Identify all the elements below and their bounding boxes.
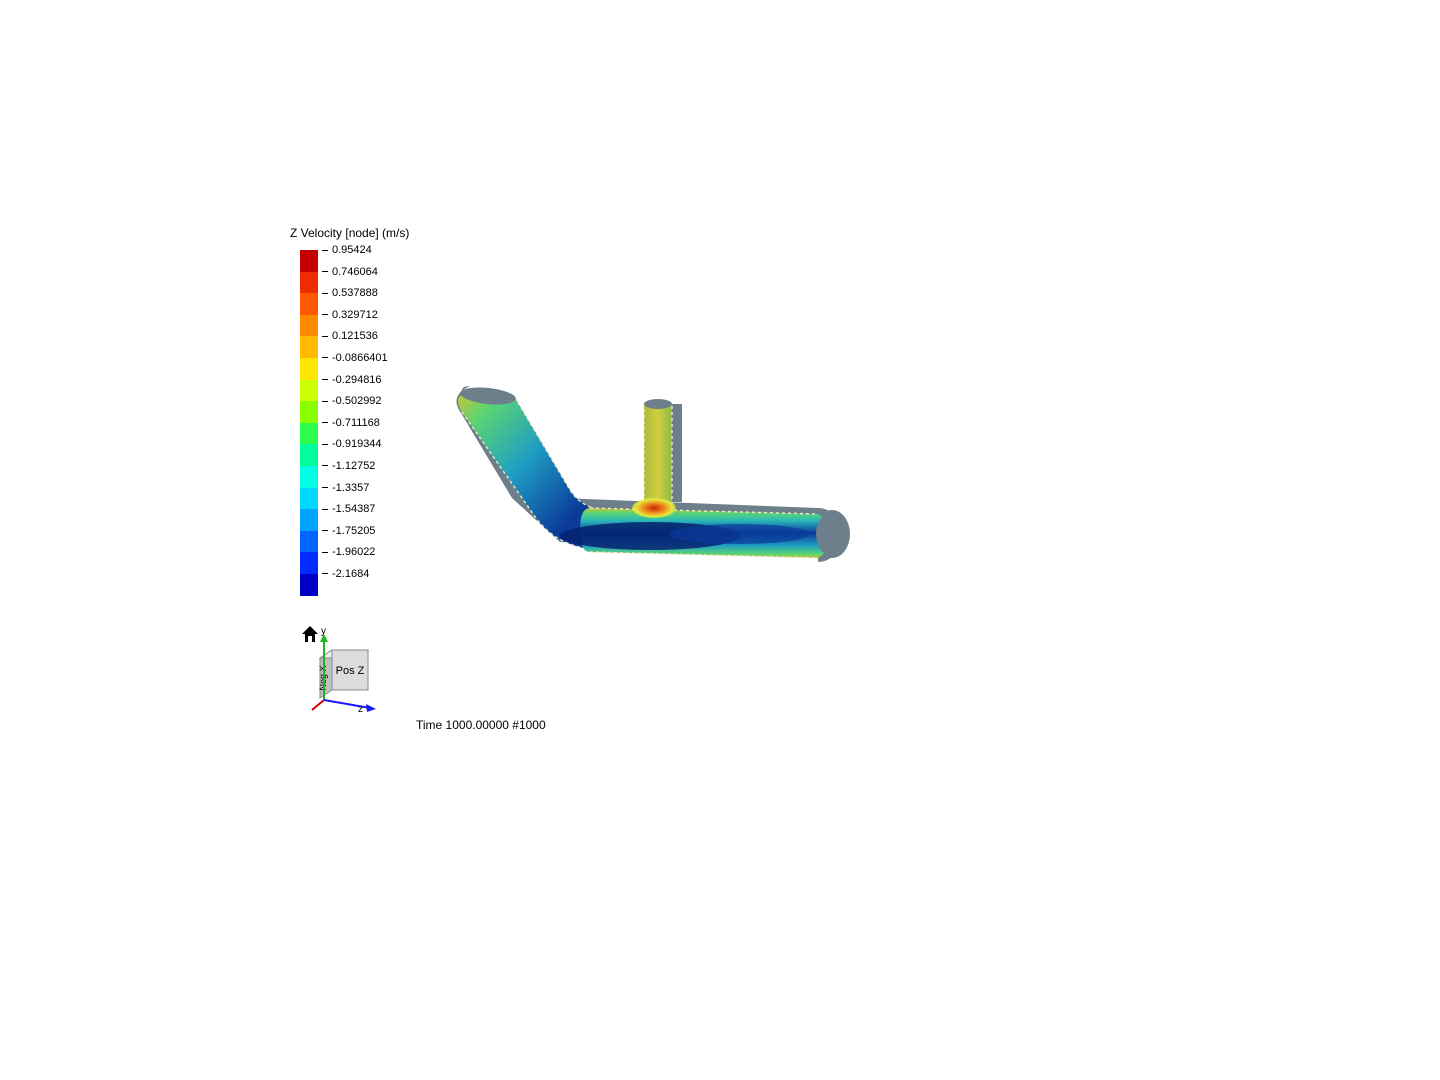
tick-label: -2.1684 xyxy=(332,568,369,580)
tick-mark xyxy=(322,573,328,574)
tick-label: -1.54387 xyxy=(332,503,375,515)
tick-mark xyxy=(322,401,328,402)
cube-face-front-label: Pos Z xyxy=(336,665,365,677)
tick-mark xyxy=(322,293,328,294)
colorbar-tick: 0.329712 xyxy=(322,304,388,326)
colorbar-segment xyxy=(300,574,318,596)
tick-mark xyxy=(322,444,328,445)
tick-label: -1.12752 xyxy=(332,460,375,472)
colorbar-segment xyxy=(300,466,318,488)
colorbar: 0.954240.7460640.5378880.3297120.121536-… xyxy=(300,250,440,610)
orientation-svg: Pos Z Neg X y z xyxy=(296,622,384,714)
main-duct xyxy=(560,508,830,558)
tick-label: -1.3357 xyxy=(332,482,369,494)
colorbar-segment xyxy=(300,401,318,423)
colorbar-segment xyxy=(300,293,318,315)
tick-mark xyxy=(322,271,328,272)
axis-z xyxy=(324,700,376,712)
tick-label: 0.95424 xyxy=(332,244,372,256)
inlet-bend xyxy=(458,385,600,550)
colorbar-tick: -1.96022 xyxy=(322,542,388,564)
axis-z-label: z xyxy=(358,704,363,714)
colorbar-ticks: 0.954240.7460640.5378880.3297120.121536-… xyxy=(322,250,388,585)
colorbar-tick: -0.711168 xyxy=(322,412,388,434)
colorbar-tick: -1.54387 xyxy=(322,498,388,520)
timestep-label: Time 1000.00000 #1000 xyxy=(416,718,546,732)
colorbar-title: Z Velocity [node] (m/s) xyxy=(290,226,409,240)
velocity-hotspot xyxy=(632,498,676,518)
tick-label: 0.746064 xyxy=(332,266,378,278)
colorbar-tick: -1.3357 xyxy=(322,477,388,499)
tick-label: -0.502992 xyxy=(332,395,382,407)
colorbar-tick: 0.121536 xyxy=(322,326,388,348)
colorbar-segment xyxy=(300,272,318,294)
colorbar-tick: -1.12752 xyxy=(322,455,388,477)
cfd-contour-plot[interactable] xyxy=(440,380,880,590)
tick-label: -0.919344 xyxy=(332,438,382,450)
cfd-svg xyxy=(440,380,880,590)
tick-mark xyxy=(322,314,328,315)
colorbar-segment xyxy=(300,315,318,337)
colorbar-tick: -0.502992 xyxy=(322,390,388,412)
colorbar-segment xyxy=(300,423,318,445)
colorbar-segment xyxy=(300,380,318,402)
tick-mark xyxy=(322,509,328,510)
axis-x xyxy=(308,700,324,713)
colorbar-segment xyxy=(300,552,318,574)
tick-label: 0.121536 xyxy=(332,330,378,342)
colorbar-segment xyxy=(300,488,318,510)
home-icon[interactable] xyxy=(302,626,318,642)
tick-label: -1.75205 xyxy=(332,525,375,537)
tick-label: 0.329712 xyxy=(332,309,378,321)
tick-label: -1.96022 xyxy=(332,546,375,558)
tick-label: -0.294816 xyxy=(332,374,382,386)
colorbar-segment xyxy=(300,336,318,358)
tick-mark xyxy=(322,422,328,423)
colorbar-tick: 0.746064 xyxy=(322,261,388,283)
tick-mark xyxy=(322,357,328,358)
tick-mark xyxy=(322,379,328,380)
colorbar-tick: 0.95424 xyxy=(322,239,388,261)
colorbar-tick: -0.0866401 xyxy=(322,347,388,369)
cfd-postprocessing-view: Z Velocity [node] (m/s) 0.95424 0.746064 0… xyxy=(0,0,1440,1080)
tick-mark xyxy=(322,250,328,251)
tick-label: 0.537888 xyxy=(332,287,378,299)
tick-mark xyxy=(322,530,328,531)
tick-label: -0.711168 xyxy=(332,417,380,429)
colorbar-segment xyxy=(300,358,318,380)
tick-mark xyxy=(322,487,328,488)
colorbar-segment xyxy=(300,509,318,531)
colorbar-segment xyxy=(300,531,318,553)
colorbar-tick: -0.919344 xyxy=(322,434,388,456)
tick-label: -0.0866401 xyxy=(332,352,388,364)
colorbar-tick: -0.294816 xyxy=(322,369,388,391)
colorbar-segment xyxy=(300,250,318,272)
axis-y-label: y xyxy=(321,626,326,637)
tick-mark xyxy=(322,465,328,466)
outlet-cap xyxy=(816,512,848,556)
tick-mark xyxy=(322,336,328,337)
branch-pipe xyxy=(644,399,672,506)
colorbar-tick: -2.1684 xyxy=(322,563,388,585)
colorbar-segment xyxy=(300,444,318,466)
tick-mark xyxy=(322,552,328,553)
orientation-widget[interactable]: Pos Z Neg X y z xyxy=(296,622,384,714)
colorbar-tick: -1.75205 xyxy=(322,520,388,542)
colorbar-tick: 0.537888 xyxy=(322,282,388,304)
colorbar-gradient xyxy=(300,250,318,596)
